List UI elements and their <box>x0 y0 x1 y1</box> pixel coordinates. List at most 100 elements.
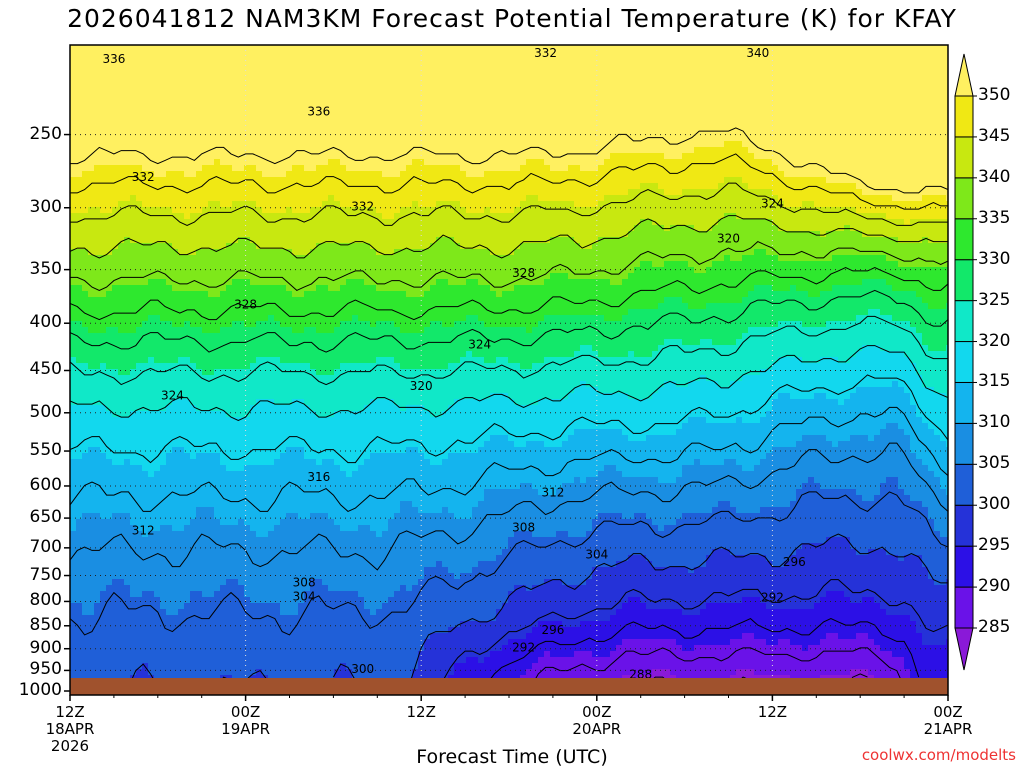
fill-cell <box>742 75 749 82</box>
fill-cell <box>160 237 167 244</box>
fill-cell <box>448 153 455 160</box>
fill-cell <box>232 183 239 190</box>
fill-cell <box>406 147 413 154</box>
fill-cell <box>754 45 761 52</box>
fill-cell <box>562 189 569 196</box>
fill-cell <box>946 99 948 106</box>
fill-cell <box>268 231 275 238</box>
fill-cell <box>478 243 485 250</box>
fill-cell <box>184 81 191 88</box>
fill-cell <box>364 135 371 142</box>
fill-cell <box>508 177 515 184</box>
fill-cell <box>196 57 203 64</box>
fill-cell <box>568 99 575 106</box>
fill-cell <box>514 51 521 58</box>
fill-cell <box>850 183 857 190</box>
fill-cell <box>250 153 257 160</box>
fill-cell <box>700 141 707 148</box>
fill-cell <box>586 237 593 244</box>
fill-cell <box>286 69 293 76</box>
fill-cell <box>754 243 761 250</box>
fill-cell <box>916 141 923 148</box>
fill-cell <box>562 141 569 148</box>
fill-cell <box>568 153 575 160</box>
fill-cell <box>784 117 791 124</box>
fill-cell <box>640 141 647 148</box>
fill-cell <box>244 231 251 238</box>
fill-cell <box>826 45 833 52</box>
fill-cell <box>286 231 293 238</box>
fill-cell <box>634 213 641 220</box>
fill-cell <box>730 87 737 94</box>
fill-cell <box>310 69 317 76</box>
fill-cell <box>370 225 377 232</box>
fill-cell <box>748 69 755 76</box>
fill-cell <box>598 123 605 130</box>
fill-cell <box>256 147 263 154</box>
fill-cell <box>940 45 947 52</box>
fill-cell <box>772 225 779 232</box>
fill-cell <box>304 195 311 202</box>
fill-cell <box>436 171 443 178</box>
fill-cell <box>622 123 629 130</box>
fill-cell <box>418 129 425 136</box>
fill-cell <box>832 81 839 88</box>
fill-cell <box>874 105 881 112</box>
fill-cell <box>694 81 701 88</box>
fill-cell <box>676 219 683 226</box>
fill-cell <box>508 171 515 178</box>
fill-cell <box>400 111 407 118</box>
fill-cell <box>304 189 311 196</box>
fill-cell <box>208 201 215 208</box>
fill-cell <box>106 159 113 166</box>
fill-cell <box>496 159 503 166</box>
fill-cell <box>154 129 161 136</box>
fill-cell <box>748 117 755 124</box>
fill-cell <box>532 87 539 94</box>
fill-cell <box>724 111 731 118</box>
fill-cell <box>94 99 101 106</box>
fill-cell <box>862 171 869 178</box>
fill-cell <box>604 189 611 196</box>
fill-cell <box>640 147 647 154</box>
fill-cell <box>82 231 89 238</box>
fill-cell <box>844 81 851 88</box>
fill-cell <box>940 225 947 232</box>
fill-cell <box>532 159 539 166</box>
fill-cell <box>316 159 323 166</box>
fill-cell <box>268 51 275 58</box>
fill-cell <box>292 213 299 220</box>
fill-cell <box>298 177 305 184</box>
fill-cell <box>856 63 863 70</box>
fill-cell <box>868 123 875 130</box>
fill-cell <box>76 45 83 52</box>
fill-cell <box>166 129 173 136</box>
fill-cell <box>124 159 131 166</box>
fill-cell <box>532 81 539 88</box>
fill-cell <box>712 93 719 100</box>
fill-cell <box>754 231 761 238</box>
fill-cell <box>646 213 653 220</box>
fill-cell <box>544 75 551 82</box>
fill-cell <box>568 63 575 70</box>
fill-cell <box>196 231 203 238</box>
fill-cell <box>532 141 539 148</box>
fill-cell <box>298 183 305 190</box>
fill-cell <box>892 63 899 70</box>
fill-cell <box>670 99 677 106</box>
fill-cell <box>424 171 431 178</box>
fill-cell <box>856 207 863 214</box>
fill-cell <box>376 57 383 64</box>
fill-cell <box>238 183 245 190</box>
fill-cell <box>676 213 683 220</box>
fill-cell <box>502 195 509 202</box>
fill-cell <box>838 81 845 88</box>
fill-cell <box>478 171 485 178</box>
fill-cell <box>940 93 947 100</box>
fill-cell <box>418 75 425 82</box>
fill-cell <box>736 189 743 196</box>
fill-cell <box>814 177 821 184</box>
fill-cell <box>610 111 617 118</box>
fill-cell <box>460 81 467 88</box>
fill-cell <box>580 63 587 70</box>
